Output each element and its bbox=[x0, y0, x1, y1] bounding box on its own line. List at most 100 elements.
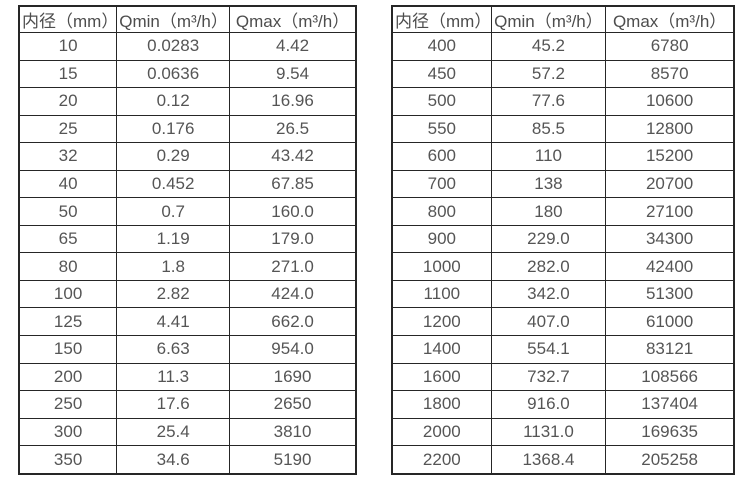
table-cell: 0.7 bbox=[116, 197, 231, 226]
table-cell: 110 bbox=[490, 142, 607, 171]
table-cell: 2000 bbox=[391, 417, 492, 447]
table-body: 400 45.2 6780 450 57.2 8570 500 77.6 10600 550 85.… bbox=[391, 32, 735, 475]
table-cell: 9.54 bbox=[229, 59, 357, 89]
table-cell: 57.2 bbox=[490, 59, 607, 89]
table-cell: 1.19 bbox=[116, 224, 231, 254]
col-header-qmax: Qmax（m³/h） bbox=[605, 5, 735, 33]
table-cell: 50 bbox=[18, 197, 118, 226]
table-cell: 282.0 bbox=[490, 252, 607, 281]
table-cell: 900 bbox=[391, 224, 492, 254]
table-cell: 1368.4 bbox=[490, 445, 607, 475]
table-cell: 500 bbox=[391, 87, 492, 116]
table-row: 1600 732.7 108566 bbox=[391, 362, 735, 392]
table-cell: 15200 bbox=[605, 142, 735, 171]
table-row: 125 4.41 662.0 bbox=[18, 307, 357, 337]
table-row: 1100 342.0 51300 bbox=[391, 279, 735, 309]
table-row: 20 0.12 16.96 bbox=[18, 87, 357, 116]
table-cell: 407.0 bbox=[490, 307, 607, 337]
table-cell: 169635 bbox=[605, 417, 735, 447]
table-body: 10 0.0283 4.42 15 0.0636 9.54 20 0.12 16.96 25 0.1… bbox=[18, 32, 357, 475]
col-header-qmin: Qmin（m³/h） bbox=[116, 5, 231, 33]
table-row: 300 25.4 3810 bbox=[18, 417, 357, 447]
table-cell: 8570 bbox=[605, 59, 735, 89]
table-cell: 600 bbox=[391, 142, 492, 171]
table-row: 250 17.6 2650 bbox=[18, 390, 357, 419]
table-cell: 554.1 bbox=[490, 335, 607, 364]
table-cell: 0.12 bbox=[116, 87, 231, 116]
table-cell: 10 bbox=[18, 32, 118, 61]
table-cell: 350 bbox=[18, 445, 118, 475]
table-cell: 27100 bbox=[605, 197, 735, 226]
table-cell: 0.29 bbox=[116, 142, 231, 171]
table-cell: 954.0 bbox=[229, 335, 357, 364]
table-cell: 108566 bbox=[605, 362, 735, 392]
table-cell: 65 bbox=[18, 224, 118, 254]
table-cell: 271.0 bbox=[229, 252, 357, 281]
flow-table-large-diameters: 内径（mm） Qmin（m³/h） Qmax（m³/h） 400 45.2 6780… bbox=[391, 5, 735, 475]
header-row: 内径（mm） Qmin（m³/h） Qmax（m³/h） bbox=[391, 5, 735, 33]
table-cell: 550 bbox=[391, 114, 492, 144]
table-cell: 1131.0 bbox=[490, 417, 607, 447]
table-cell: 1000 bbox=[391, 252, 492, 281]
table-cell: 1100 bbox=[391, 279, 492, 309]
table-cell: 2200 bbox=[391, 445, 492, 475]
table-cell: 200 bbox=[18, 362, 118, 392]
table-row: 500 77.6 10600 bbox=[391, 87, 735, 116]
table-row: 900 229.0 34300 bbox=[391, 224, 735, 254]
table-cell: 0.452 bbox=[116, 169, 231, 199]
col-header-diameter: 内径（mm） bbox=[18, 5, 118, 33]
header-row: 内径（mm） Qmin（m³/h） Qmax（m³/h） bbox=[18, 5, 357, 33]
table-cell: 1.8 bbox=[116, 252, 231, 281]
table-cell: 43.42 bbox=[229, 142, 357, 171]
table-row: 32 0.29 43.42 bbox=[18, 142, 357, 171]
table-cell: 800 bbox=[391, 197, 492, 226]
table-cell: 300 bbox=[18, 417, 118, 447]
table-row: 400 45.2 6780 bbox=[391, 32, 735, 61]
table-cell: 450 bbox=[391, 59, 492, 89]
table-cell: 25.4 bbox=[116, 417, 231, 447]
table-cell: 15 bbox=[18, 59, 118, 89]
table-cell: 1200 bbox=[391, 307, 492, 337]
table-cell: 77.6 bbox=[490, 87, 607, 116]
table-cell: 732.7 bbox=[490, 362, 607, 392]
table-cell: 1400 bbox=[391, 335, 492, 364]
table-cell: 3810 bbox=[229, 417, 357, 447]
table-row: 800 180 27100 bbox=[391, 197, 735, 226]
table-row: 600 110 15200 bbox=[391, 142, 735, 171]
table-cell: 40 bbox=[18, 169, 118, 199]
table-cell: 16.96 bbox=[229, 87, 357, 116]
table-row: 1400 554.1 83121 bbox=[391, 335, 735, 364]
table-row: 2000 1131.0 169635 bbox=[391, 417, 735, 447]
table-row: 700 138 20700 bbox=[391, 169, 735, 199]
table-cell: 342.0 bbox=[490, 279, 607, 309]
table-row: 50 0.7 160.0 bbox=[18, 197, 357, 226]
table-row: 100 2.82 424.0 bbox=[18, 279, 357, 309]
table-cell: 42400 bbox=[605, 252, 735, 281]
table-cell: 5190 bbox=[229, 445, 357, 475]
table-cell: 137404 bbox=[605, 390, 735, 419]
col-header-qmin: Qmin（m³/h） bbox=[490, 5, 607, 33]
table-row: 80 1.8 271.0 bbox=[18, 252, 357, 281]
table-row: 25 0.176 26.5 bbox=[18, 114, 357, 144]
table-cell: 138 bbox=[490, 169, 607, 199]
col-header-qmax: Qmax（m³/h） bbox=[229, 5, 357, 33]
table-cell: 4.41 bbox=[116, 307, 231, 337]
table-row: 15 0.0636 9.54 bbox=[18, 59, 357, 89]
table-cell: 20700 bbox=[605, 169, 735, 199]
table-cell: 1690 bbox=[229, 362, 357, 392]
table-cell: 179.0 bbox=[229, 224, 357, 254]
table-cell: 4.42 bbox=[229, 32, 357, 61]
table-cell: 125 bbox=[18, 307, 118, 337]
table-row: 1800 916.0 137404 bbox=[391, 390, 735, 419]
table-cell: 25 bbox=[18, 114, 118, 144]
table-cell: 700 bbox=[391, 169, 492, 199]
table-row: 550 85.5 12800 bbox=[391, 114, 735, 144]
table-cell: 32 bbox=[18, 142, 118, 171]
table-cell: 6.63 bbox=[116, 335, 231, 364]
table-row: 350 34.6 5190 bbox=[18, 445, 357, 475]
table-row: 2200 1368.4 205258 bbox=[391, 445, 735, 475]
table-cell: 205258 bbox=[605, 445, 735, 475]
table-cell: 45.2 bbox=[490, 32, 607, 61]
table-cell: 250 bbox=[18, 390, 118, 419]
table-cell: 2650 bbox=[229, 390, 357, 419]
